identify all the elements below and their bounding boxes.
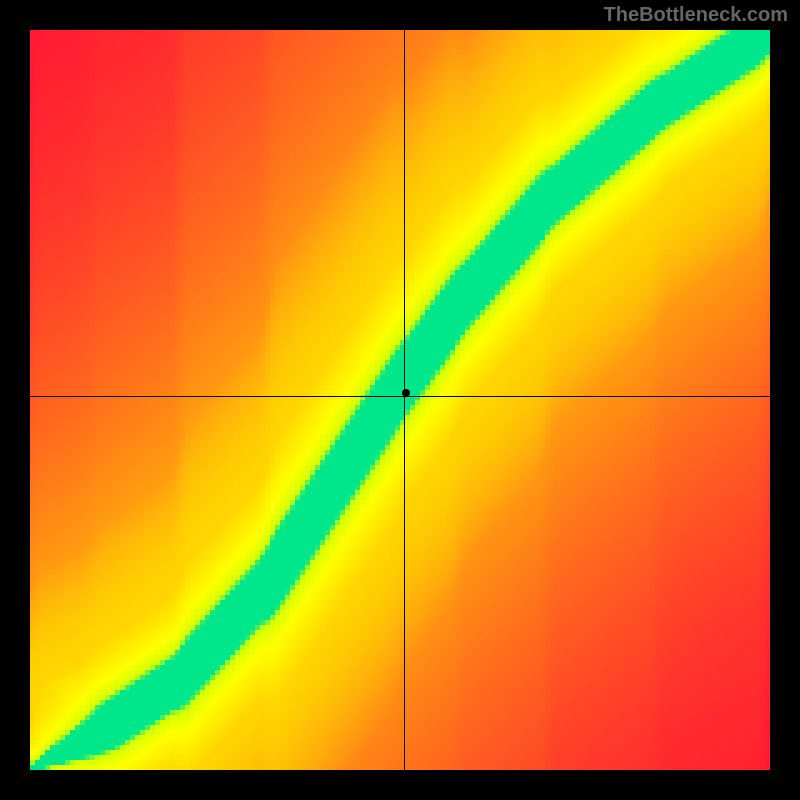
- watermark-text: TheBottleneck.com: [604, 4, 788, 27]
- crosshair-horizontal: [30, 396, 770, 397]
- plot-area: [30, 30, 770, 770]
- heatmap-canvas: [30, 30, 770, 770]
- crosshair-vertical: [404, 30, 405, 770]
- intersection-marker: [402, 389, 410, 397]
